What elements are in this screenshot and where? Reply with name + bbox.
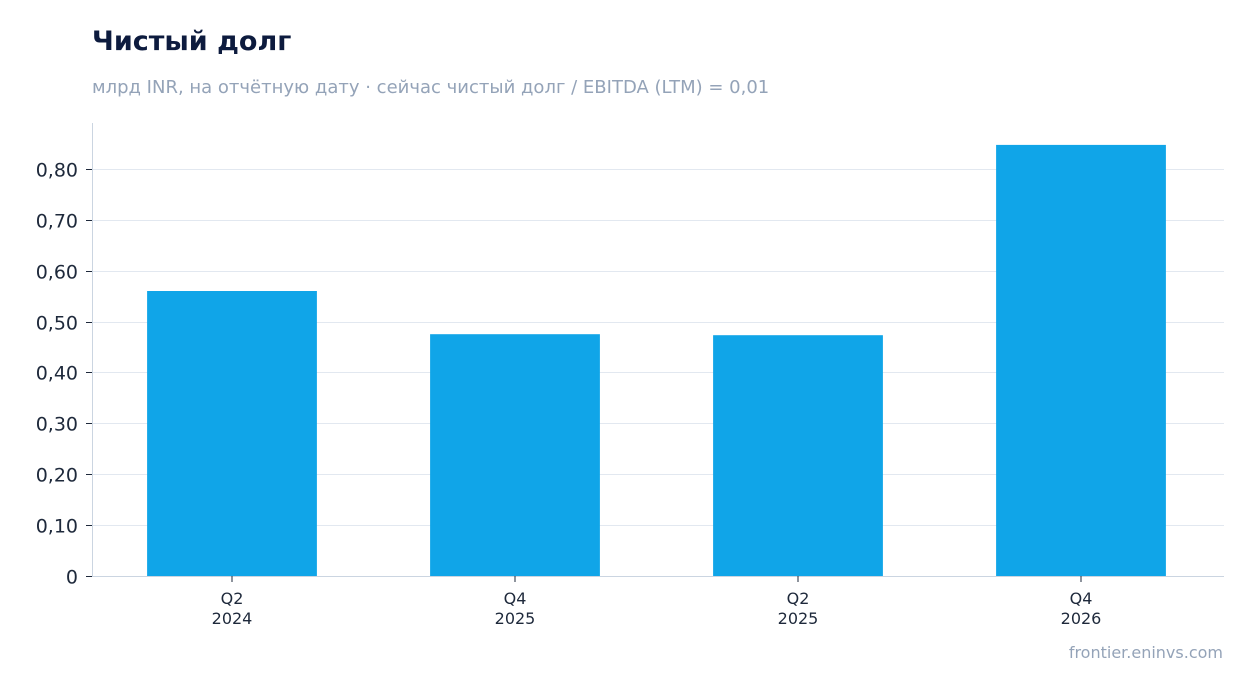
y-tick-label: 0,50 [36, 313, 78, 335]
y-tick-label: 0,40 [36, 363, 78, 385]
y-tick-label: 0,60 [36, 262, 78, 284]
source-label: frontier.eninvs.com [1068, 643, 1223, 662]
y-tick-label: 0 [66, 567, 78, 589]
bar [147, 291, 317, 576]
y-tick-label: 0,30 [36, 414, 78, 436]
x-tick-label: Q4 [504, 589, 527, 608]
y-tick-label: 0,70 [36, 211, 78, 233]
bar [996, 144, 1166, 576]
x-tick-label: 2024 [212, 609, 253, 628]
x-tick-label: Q2 [787, 589, 810, 608]
bar [430, 334, 600, 576]
y-tick-label: 0,20 [36, 465, 78, 487]
y-tick-label: 0,80 [36, 160, 78, 182]
x-tick-label: Q2 [221, 589, 244, 608]
chart-subtitle: млрд INR, на отчётную дату · сейчас чист… [92, 77, 770, 98]
x-tick-label: 2025 [495, 609, 536, 628]
y-tick-label: 0,10 [36, 516, 78, 538]
bar [713, 335, 883, 576]
x-tick-label: 2026 [1061, 609, 1102, 628]
x-tick-label: 2025 [778, 609, 819, 628]
chart-title: Чистый долг [92, 26, 292, 57]
x-tick-label: Q4 [1070, 589, 1093, 608]
